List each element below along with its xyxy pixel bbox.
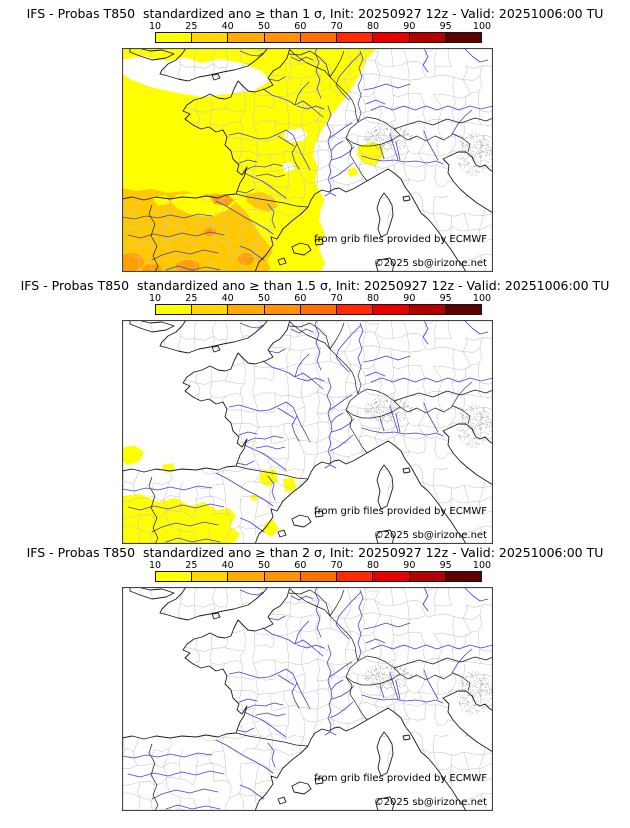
colorbar-tick-label: 90 [403, 293, 416, 304]
colorbar-tick-label: 95 [439, 293, 452, 304]
colorbar-tick-label: 10 [148, 293, 162, 304]
colorbar-tick-label: 40 [221, 560, 234, 571]
colorbar-segment [156, 305, 192, 314]
colorbar-tick-label: 50 [257, 293, 271, 304]
colorbar-tick-label: 80 [366, 560, 380, 571]
colorbar-tick-label: 60 [294, 21, 307, 32]
panel-title: IFS - Probas T850 standardized ano ≥ tha… [26, 6, 604, 21]
colorbar-segment [336, 33, 373, 42]
map-svg [122, 48, 493, 272]
colorbar-segment [156, 33, 192, 42]
colorbar-segment [263, 33, 300, 42]
probability-map-sigma-1-5 [122, 320, 493, 544]
colorbar-bar [155, 304, 482, 315]
colorbar-segment [191, 305, 228, 314]
colorbar-ticks: 10 25 40 50 60 70 80 90 95 100 [149, 560, 491, 571]
colorbar-tick-label: 100 [472, 560, 492, 571]
colorbar-ticks: 10 25 40 50 60 70 80 90 95 100 [149, 293, 491, 304]
probability-map-sigma-1 [122, 48, 493, 272]
colorbar-segment [408, 572, 445, 581]
colorbar-segment [372, 305, 409, 314]
panel-sigma-1-5: IFS - Probas T850 standardized ano ≥ tha… [0, 278, 630, 544]
colorbar-tick-label: 100 [472, 293, 492, 304]
colorbar-tick-label: 70 [330, 21, 343, 32]
colorbar-segment [336, 572, 373, 581]
panel-title: IFS - Probas T850 standardized ano ≥ tha… [26, 545, 604, 560]
panel-sigma-1: IFS - Probas T850 standardized ano ≥ tha… [0, 6, 630, 272]
colorbar-segment [227, 33, 264, 42]
probability-colorbar: 10 25 40 50 60 70 80 90 95 100 [149, 21, 491, 43]
colorbar-segment [191, 33, 228, 42]
colorbar-tick-label: 25 [185, 21, 198, 32]
panel-title: IFS - Probas T850 standardized ano ≥ tha… [20, 278, 610, 293]
colorbar-tick-label: 60 [294, 293, 307, 304]
colorbar-segment [444, 33, 481, 42]
colorbar-tick-label: 90 [403, 560, 416, 571]
colorbar-segment [299, 33, 337, 42]
colorbar-segment [227, 572, 264, 581]
colorbar-segment [408, 305, 445, 314]
colorbar-segment [444, 305, 481, 314]
colorbar-segment [191, 572, 228, 581]
colorbar-bar [155, 32, 482, 43]
colorbar-tick-label: 10 [148, 21, 162, 32]
panel-sigma-2: IFS - Probas T850 standardized ano ≥ tha… [0, 545, 630, 811]
colorbar-tick-label: 70 [330, 560, 343, 571]
colorbar-tick-label: 95 [439, 21, 452, 32]
colorbar-tick-label: 10 [148, 560, 162, 571]
colorbar-tick-label: 25 [185, 293, 198, 304]
probability-colorbar: 10 25 40 50 60 70 80 90 95 100 [149, 293, 491, 315]
colorbar-segment [372, 572, 409, 581]
colorbar-segment [227, 305, 264, 314]
colorbar-segment [299, 305, 337, 314]
probability-colorbar: 10 25 40 50 60 70 80 90 95 100 [149, 560, 491, 582]
colorbar-bar [155, 571, 482, 582]
colorbar-tick-label: 80 [366, 293, 380, 304]
colorbar-tick-label: 80 [366, 21, 380, 32]
colorbar-tick-label: 40 [221, 21, 234, 32]
colorbar-tick-label: 70 [330, 293, 343, 304]
colorbar-tick-label: 60 [294, 560, 307, 571]
colorbar-segment [263, 305, 300, 314]
colorbar-tick-label: 50 [257, 560, 271, 571]
colorbar-segment [408, 33, 445, 42]
colorbar-tick-label: 90 [403, 21, 416, 32]
colorbar-tick-label: 50 [257, 21, 271, 32]
map-svg [122, 587, 493, 811]
colorbar-segment [336, 305, 373, 314]
colorbar-segment [156, 572, 192, 581]
colorbar-segment [444, 572, 481, 581]
colorbar-tick-label: 100 [472, 21, 492, 32]
colorbar-segment [299, 572, 337, 581]
colorbar-segment [372, 33, 409, 42]
colorbar-ticks: 10 25 40 50 60 70 80 90 95 100 [149, 21, 491, 32]
map-svg [122, 320, 493, 544]
colorbar-segment [263, 572, 300, 581]
colorbar-tick-label: 25 [185, 560, 198, 571]
colorbar-tick-label: 95 [439, 560, 452, 571]
colorbar-tick-label: 40 [221, 293, 234, 304]
probability-map-sigma-2 [122, 587, 493, 811]
